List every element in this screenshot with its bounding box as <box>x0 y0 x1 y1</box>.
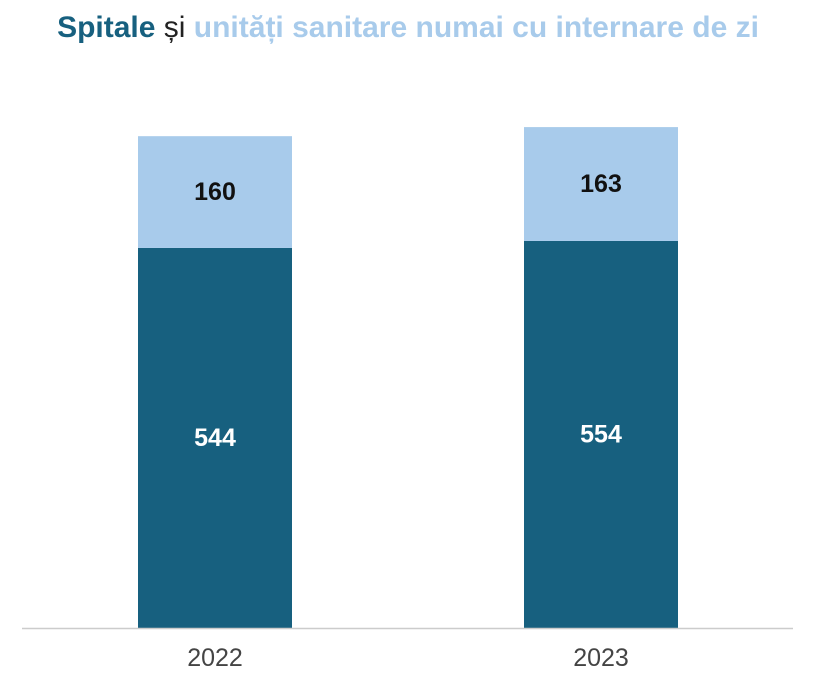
bar-segment-2022-series-1 <box>138 247 292 628</box>
chart-title-part-unitati: unități sanitare numai cu internare de z… <box>193 11 759 44</box>
x-tick-labels: 2022 2023 <box>187 644 629 672</box>
chart-title: Spitale și unități sanitare numai cu int… <box>0 10 816 46</box>
data-label-2023-series-2: 163 <box>580 170 622 198</box>
chart-title-part-spitale: Spitale <box>57 11 156 44</box>
bar-segment-2023-series-2 <box>524 127 678 241</box>
bar-segment-2022-series-2 <box>138 136 292 248</box>
bar-segment-2023-series-1 <box>524 240 678 628</box>
chart-title-connector: și <box>155 11 194 44</box>
x-tick-label-2022: 2022 <box>187 644 243 672</box>
data-label-2022-series-2: 160 <box>194 178 236 206</box>
bars-layer: 544 160 554 163 <box>138 127 678 628</box>
data-label-2022-series-1: 544 <box>194 424 236 452</box>
x-tick-label-2023: 2023 <box>573 644 629 672</box>
data-label-2023-series-1: 554 <box>580 420 622 448</box>
